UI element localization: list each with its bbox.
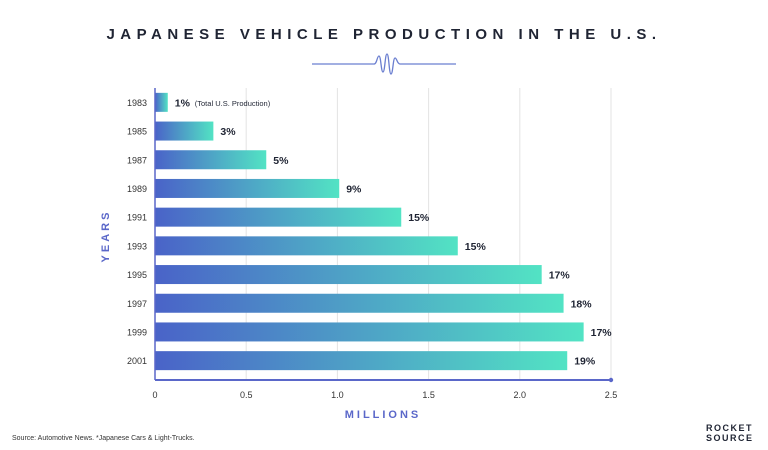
bar [155,293,564,313]
y-tick-label: 1997 [127,299,147,309]
chart-title: JAPANESE VEHICLE PRODUCTION IN THE U.S. [106,26,662,43]
axes [154,88,614,383]
logo-line-1: ROCKET [706,423,753,433]
bars [155,92,584,371]
title-underline-squiggle [312,53,456,75]
x-tick-label: 2.5 [605,390,618,400]
x-tick-label: 0.5 [240,390,253,400]
x-axis-title: MILLIONS [345,409,422,421]
data-label: 15% [465,241,487,253]
x-axis-end-dot [608,377,614,383]
data-label: 15% [408,212,430,224]
data-label: 17% [591,327,613,339]
data-label: 1% [175,97,191,109]
x-tick-label: 2.0 [514,390,527,400]
y-tick-label: 1985 [127,127,147,137]
y-axis-title: YEARS [100,210,112,263]
y-tick-label: 1995 [127,270,147,280]
annotation-total-us-production: (Total U.S. Production) [195,99,271,108]
bar [155,92,168,112]
bar [155,236,458,256]
y-tick-label: 1983 [127,98,147,108]
x-tick-label: 1.5 [422,390,435,400]
bar [155,178,340,198]
y-tick-label: 1991 [127,213,147,223]
y-tick-label: 1993 [127,241,147,251]
x-tick-label: 0 [152,390,157,400]
y-tick-label: 1999 [127,327,147,337]
data-label: 5% [273,155,289,167]
x-tick-label: 1.0 [331,390,344,400]
data-label: 17% [549,270,571,282]
bar [155,351,568,371]
source-note: Source: Automotive News. *Japanese Cars … [12,435,195,442]
data-label: 19% [574,356,596,368]
bar [155,207,402,227]
labels: 0 0.5 1.0 1.5 2.0 2.5 1983 1% (Total U.S. Produc… [127,97,617,400]
data-label: 3% [220,126,236,138]
bar [155,265,542,285]
bar [155,150,267,170]
bar [155,121,214,141]
y-tick-label: 1987 [127,155,147,165]
data-label: 18% [571,298,593,310]
data-label: 9% [346,183,362,195]
logo-line-2: SOURCE [706,433,754,443]
bar [155,322,584,342]
y-tick-label: 1989 [127,184,147,194]
y-tick-label: 2001 [127,356,147,366]
rocket-source-logo: ROCKET SOURCE [706,423,754,443]
